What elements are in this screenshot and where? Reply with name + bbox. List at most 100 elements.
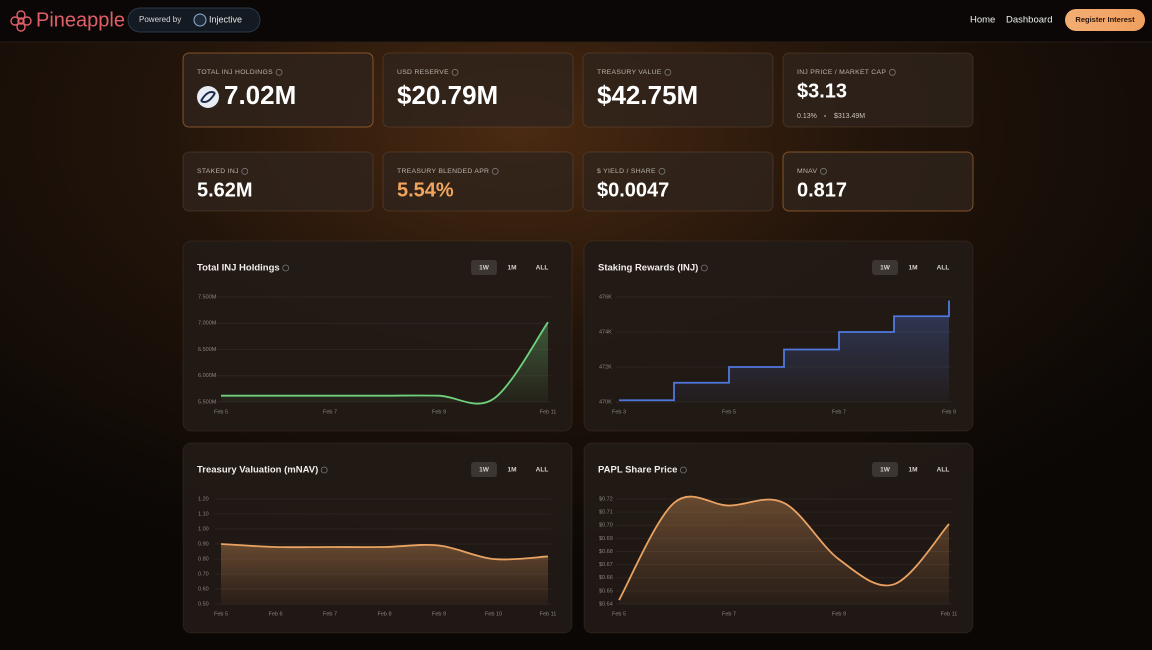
info-icon bbox=[241, 167, 249, 175]
y-tick-label: 476K bbox=[599, 294, 612, 300]
y-tick-label: $0.69 bbox=[599, 536, 613, 542]
separator bbox=[824, 115, 826, 117]
y-tick-label: 0.70 bbox=[198, 571, 209, 577]
x-tick-label: Feb 9 bbox=[832, 611, 846, 617]
x-tick-label: Feb 3 bbox=[612, 409, 626, 415]
stat-card bbox=[382, 52, 574, 128]
y-tick-label: $0.71 bbox=[599, 510, 613, 516]
range-button[interactable]: 1M bbox=[900, 462, 926, 477]
range-button[interactable]: 1M bbox=[499, 260, 525, 275]
stat-label: INJ PRICE / MARKET CAP bbox=[797, 69, 886, 76]
y-tick-label: $0.64 bbox=[599, 601, 613, 607]
y-tick-label: 7.500M bbox=[198, 294, 217, 300]
x-tick-label: Feb 5 bbox=[214, 611, 228, 617]
range-button[interactable]: ALL bbox=[929, 462, 957, 477]
y-tick-label: 1.10 bbox=[198, 511, 209, 517]
y-tick-label: 0.50 bbox=[198, 601, 209, 607]
x-tick-label: Feb 10 bbox=[485, 611, 502, 617]
stat-card bbox=[582, 52, 774, 128]
partner: Injective bbox=[209, 14, 242, 24]
x-tick-label: Feb 5 bbox=[214, 409, 228, 415]
stat-card bbox=[382, 151, 574, 212]
y-tick-label: 474K bbox=[599, 329, 612, 335]
range-button[interactable]: 1M bbox=[499, 462, 525, 477]
x-tick-label: Feb 8 bbox=[377, 611, 391, 617]
x-tick-label: Feb 9 bbox=[942, 409, 956, 415]
info-icon bbox=[320, 466, 328, 474]
range-button[interactable]: 1W bbox=[872, 462, 898, 477]
range-button-label: 1W bbox=[479, 467, 490, 474]
nav-link[interactable]: Home bbox=[970, 15, 995, 26]
inj-icon-mark bbox=[200, 91, 216, 103]
stat-card bbox=[782, 151, 974, 212]
info-icon bbox=[679, 466, 687, 474]
range-button-label: ALL bbox=[536, 467, 549, 474]
y-tick-label: 1.00 bbox=[198, 526, 209, 532]
x-tick-label: Feb 11 bbox=[540, 611, 557, 617]
stat-label: STAKED INJ bbox=[197, 168, 239, 175]
range-button-label: ALL bbox=[937, 467, 950, 474]
range-button[interactable]: ALL bbox=[528, 260, 556, 275]
range-button[interactable]: 1M bbox=[900, 260, 926, 275]
stat-value: 5.62M bbox=[197, 179, 253, 201]
info-icon bbox=[451, 68, 459, 76]
stat-label: TOTAL INJ HOLDINGS bbox=[197, 69, 273, 76]
line bbox=[221, 321, 549, 405]
range-button-bg bbox=[471, 260, 497, 275]
range-button-bg bbox=[872, 260, 898, 275]
x-tick-label: Feb 11 bbox=[941, 611, 958, 617]
powered-by: Powered by bbox=[139, 15, 181, 24]
range-button-label: 1W bbox=[880, 467, 891, 474]
y-tick-label: 0.80 bbox=[198, 556, 209, 562]
x-tick-label: Feb 9 bbox=[432, 611, 446, 617]
stat-sub: $313.49M bbox=[834, 113, 865, 120]
stat-value: 5.54% bbox=[397, 179, 454, 201]
inj-icon bbox=[197, 86, 219, 108]
x-tick-label: Feb 7 bbox=[722, 611, 736, 617]
range-button-bg bbox=[471, 462, 497, 477]
range-button-label: 1M bbox=[908, 467, 917, 474]
range-button-label: 1M bbox=[908, 265, 917, 272]
range-button[interactable]: ALL bbox=[929, 260, 957, 275]
range-button[interactable]: 1W bbox=[471, 462, 497, 477]
y-tick-label: 472K bbox=[599, 364, 612, 370]
chart-title: PAPL Share Price bbox=[598, 465, 677, 476]
stat-card bbox=[782, 52, 974, 128]
range-button-bg bbox=[872, 462, 898, 477]
stat-label: MNAV bbox=[797, 168, 817, 175]
y-tick-label: $0.67 bbox=[599, 562, 613, 568]
info-icon bbox=[888, 68, 896, 76]
y-tick-label: 6.000M bbox=[198, 373, 217, 379]
logo[interactable]: Pineapple bbox=[10, 9, 125, 32]
y-tick-label: 0.90 bbox=[198, 541, 209, 547]
nav-link[interactable]: Dashboard bbox=[1006, 15, 1052, 26]
y-tick-label: $0.68 bbox=[599, 549, 613, 555]
cta-button[interactable]: Register Interest bbox=[1065, 9, 1145, 31]
range-button-label: 1M bbox=[507, 265, 516, 272]
stat-sub: 0.13% bbox=[797, 113, 817, 120]
range-button-label: ALL bbox=[937, 265, 950, 272]
chart-title: Total INJ Holdings bbox=[197, 263, 280, 274]
range-button[interactable]: 1W bbox=[471, 260, 497, 275]
range-button-label: 1W bbox=[880, 265, 891, 272]
stat-card bbox=[582, 151, 774, 212]
stat-value: $3.13 bbox=[797, 80, 847, 102]
injective-icon bbox=[193, 13, 207, 27]
stat-label: TREASURY VALUE bbox=[597, 69, 662, 76]
stat-value: $20.79M bbox=[397, 80, 498, 110]
stat-value: $42.75M bbox=[597, 80, 698, 110]
cta-bg bbox=[1065, 9, 1145, 31]
range-button-label: ALL bbox=[536, 265, 549, 272]
info-icon bbox=[820, 167, 827, 175]
y-tick-label: $0.66 bbox=[599, 575, 613, 581]
range-button[interactable]: ALL bbox=[528, 462, 556, 477]
line-area bbox=[221, 544, 548, 604]
range-button[interactable]: 1W bbox=[872, 260, 898, 275]
info-icon bbox=[275, 68, 283, 76]
stat-value: 0.817 bbox=[797, 179, 847, 201]
y-tick-label: 5.500M bbox=[198, 399, 217, 405]
stat-label: TREASURY BLENDED APR bbox=[397, 168, 489, 175]
